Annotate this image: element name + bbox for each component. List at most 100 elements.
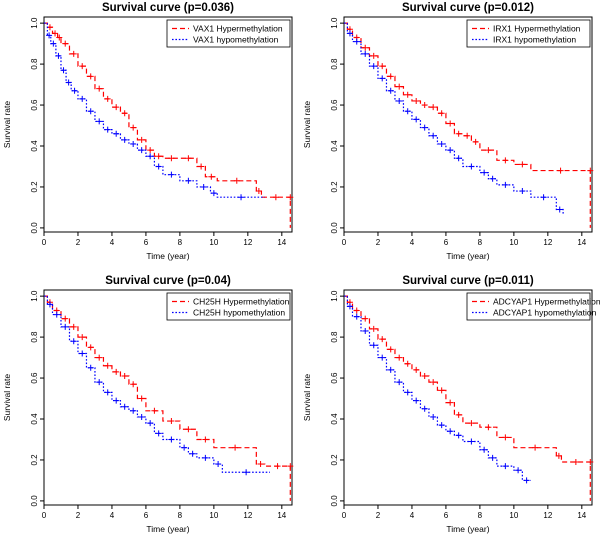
censor-mark	[62, 323, 69, 330]
censor-mark	[56, 34, 63, 41]
y-tick-label: 0.6	[30, 99, 39, 111]
censor-mark	[96, 354, 103, 361]
series-line-0	[44, 295, 291, 501]
censor-mark	[346, 303, 353, 310]
y-tick-label: 0.6	[330, 372, 339, 384]
censor-mark	[46, 301, 53, 308]
censor-mark	[346, 30, 353, 37]
y-tick-label: 0.6	[30, 372, 39, 384]
y-tick-label: 0.4	[30, 140, 39, 152]
censor-mark	[519, 161, 526, 168]
legend-box	[466, 19, 591, 48]
y-tick-label: 0.2	[330, 454, 339, 466]
censor-mark	[155, 153, 162, 160]
x-tick-label: 6	[444, 238, 449, 247]
x-axis-label: Time (year)	[446, 524, 489, 534]
censor-mark	[430, 413, 437, 420]
censor-mark	[421, 405, 428, 412]
censor-mark	[147, 420, 154, 427]
censor-mark	[147, 147, 154, 154]
censor-mark	[430, 379, 437, 386]
censor-mark	[485, 147, 492, 154]
censor-mark	[587, 167, 594, 174]
censor-mark	[87, 108, 94, 115]
x-tick-label: 6	[144, 238, 149, 247]
censor-mark	[370, 325, 377, 332]
censor-mark	[468, 163, 475, 170]
censor-mark	[370, 52, 377, 59]
y-tick-label: 0.4	[330, 413, 339, 425]
x-tick-label: 0	[42, 238, 47, 247]
x-tick-label: 4	[110, 511, 115, 520]
legend-label-1: VAX1 hypomethylation	[193, 35, 279, 45]
censor-mark	[104, 362, 111, 369]
censor-mark	[438, 140, 445, 147]
chart-title: Survival curve (p=0.012)	[402, 2, 534, 14]
y-axis-label: Survival rate	[2, 374, 12, 422]
censor-mark	[130, 407, 137, 414]
censor-mark	[379, 336, 386, 343]
x-axis-label: Time (year)	[446, 251, 489, 261]
x-tick-label: 4	[410, 238, 415, 247]
censor-mark	[404, 360, 411, 367]
y-tick-label: 0.4	[330, 140, 339, 152]
y-tick-label: 0.0	[30, 495, 39, 507]
censor-mark	[485, 424, 492, 431]
censor-mark	[181, 444, 188, 451]
censor-mark	[447, 399, 454, 406]
censor-mark	[404, 389, 411, 396]
censor-mark	[155, 430, 162, 437]
legend-label-1: IRX1 hypomethylation	[493, 35, 576, 45]
x-tick-label: 4	[410, 511, 415, 520]
y-tick-label: 1.0	[30, 290, 39, 302]
censor-mark	[189, 450, 196, 457]
censor-mark	[62, 40, 69, 47]
censor-mark	[502, 157, 509, 164]
chart-svg: Survival curve (p=0.012) 0 2 4 6 8 10 12 14 0.0 0.…	[302, 2, 594, 261]
y-tick-label: 0.2	[30, 454, 39, 466]
censor-mark	[87, 344, 94, 351]
censor-mark	[65, 79, 72, 86]
censor-mark	[430, 104, 437, 111]
censor-mark	[413, 366, 420, 373]
censor-mark	[421, 373, 428, 379]
censor-mark	[468, 420, 475, 427]
censor-mark	[353, 307, 360, 314]
x-tick-label: 0	[342, 511, 347, 520]
x-tick-label: 2	[376, 511, 381, 520]
censor-mark	[532, 444, 539, 451]
censor-mark	[519, 188, 526, 195]
censor-mark	[413, 397, 420, 404]
censor-mark	[274, 463, 281, 470]
plot-frame	[43, 289, 293, 506]
censor-mark	[70, 323, 77, 330]
x-tick-label: 12	[543, 238, 552, 247]
x-tick-label: 14	[577, 238, 586, 247]
censor-mark	[185, 155, 192, 162]
censor-mark	[147, 153, 154, 160]
censor-mark	[502, 434, 509, 441]
censor-mark	[87, 73, 94, 80]
y-tick-label: 0.8	[330, 58, 339, 70]
censor-mark	[168, 155, 175, 162]
chart-title: Survival curve (p=0.04)	[105, 275, 231, 287]
censor-mark	[168, 418, 175, 425]
censor-mark	[104, 126, 111, 133]
censor-mark	[70, 50, 77, 57]
censor-mark	[113, 368, 120, 375]
x-tick-label: 12	[243, 238, 252, 247]
censor-mark	[455, 155, 462, 162]
censor-mark	[70, 338, 77, 345]
censor-mark	[208, 173, 215, 180]
censor-mark	[502, 463, 509, 470]
censor-mark	[121, 110, 128, 117]
x-tick-label: 10	[209, 238, 218, 247]
x-tick-label: 8	[178, 238, 183, 247]
censor-mark	[404, 91, 411, 98]
censor-mark	[60, 67, 67, 74]
censor-mark	[438, 110, 445, 117]
x-tick-label: 4	[110, 238, 115, 247]
